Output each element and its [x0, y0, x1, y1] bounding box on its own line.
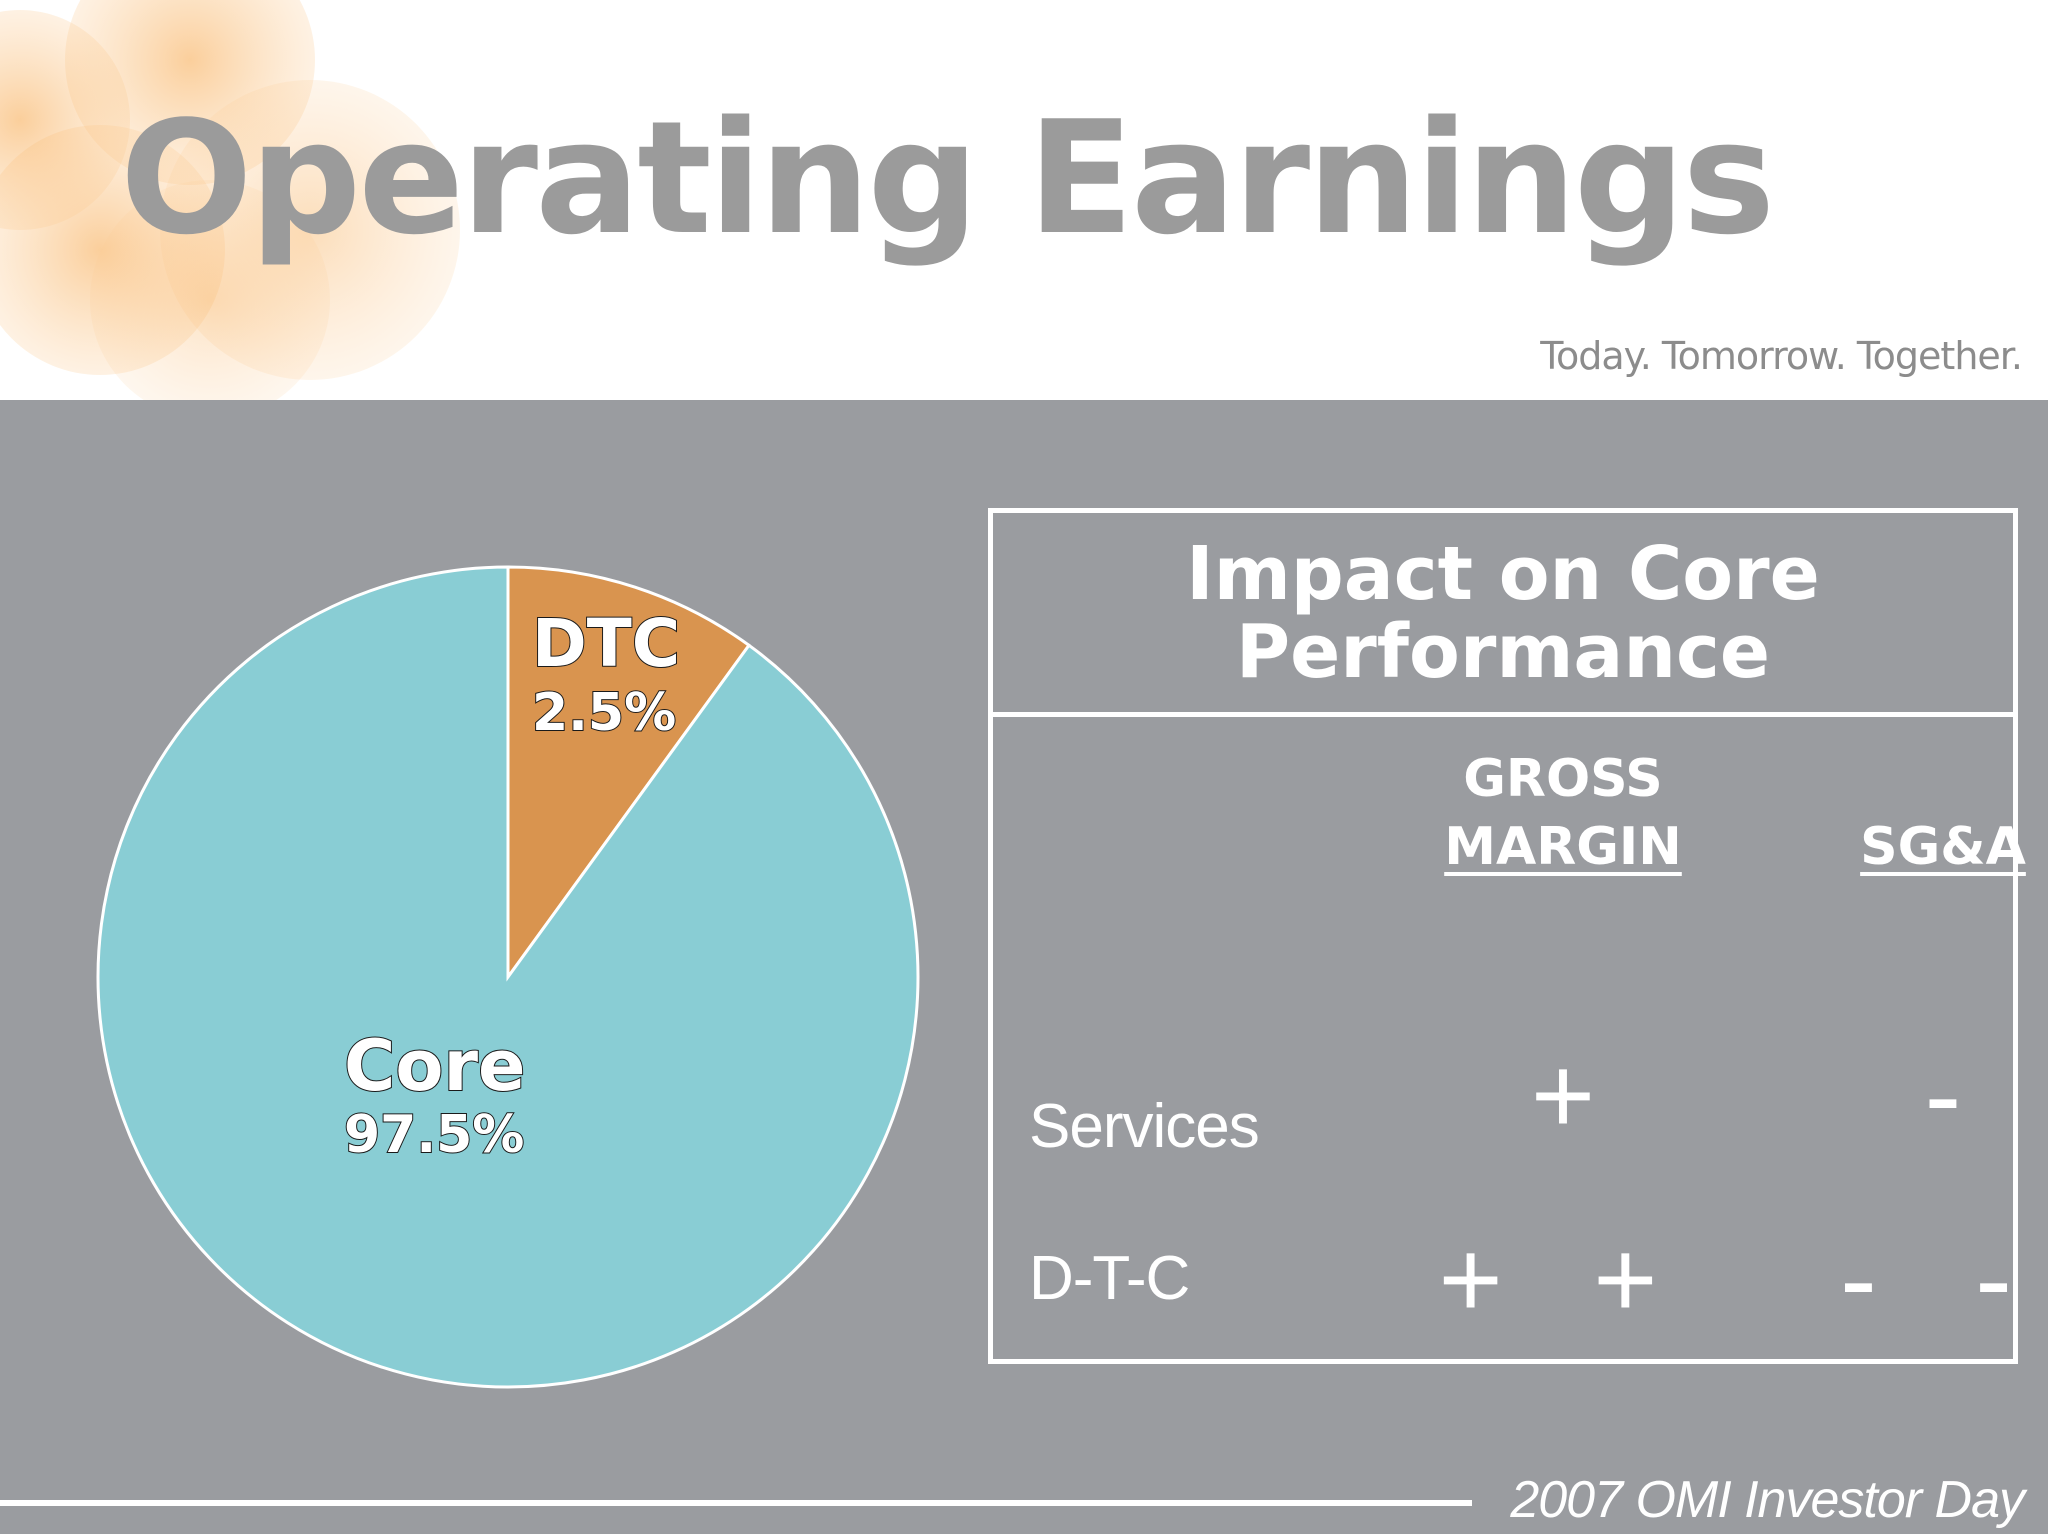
footer-event-name: 2007 OMI Investor Day: [1510, 1471, 2025, 1529]
impact-table-title-text: Impact on Core Performance: [1186, 530, 1820, 695]
flower-logo-graphic: [0, 0, 460, 400]
impact-table: Impact on Core Performance GROSS MARGIN …: [988, 508, 2026, 1364]
header-banner: Operating Earnings Today. Tomorrow. Toge…: [0, 0, 2048, 400]
pie-value-core: 97.5%: [344, 1105, 524, 1165]
column-header-sga-text: SG&A: [1860, 817, 2026, 877]
pie-slice-dtc: [506, 565, 752, 982]
dtc-gross-margin-impact: + +: [1438, 1218, 1688, 1341]
services-sga-impact: -: [1924, 1034, 1962, 1157]
pie-value-dtc: 2.5%: [532, 683, 676, 743]
services-gross-margin-impact: +: [1530, 1034, 1596, 1157]
impact-table-title: Impact on Core Performance: [993, 513, 2013, 717]
column-header-sga: SG&A: [1793, 813, 2048, 881]
dtc-sga-impact: - -: [1840, 1218, 2046, 1341]
column-header-margin: MARGIN: [1444, 817, 1682, 877]
pie-chart: DTC 2.5% Core 97.5%: [96, 565, 920, 1389]
footer-divider: [0, 1500, 1472, 1506]
pie-label-dtc: DTC: [532, 605, 680, 682]
tagline: Today. Tomorrow. Together.: [1540, 334, 2023, 378]
row-label-dtc: D-T-C: [1029, 1244, 1190, 1313]
column-header-gross: GROSS: [1463, 749, 1663, 809]
page-title: Operating Earnings: [120, 87, 1775, 269]
content-area: DTC 2.5% Core 97.5% Impact on Core Perfo…: [0, 400, 2048, 1534]
row-label-services: Services: [1029, 1092, 1260, 1161]
pie-label-core: Core: [344, 1025, 525, 1107]
pie-slice-core: [96, 565, 920, 1389]
column-header-gross-margin: GROSS MARGIN: [1393, 745, 1733, 881]
